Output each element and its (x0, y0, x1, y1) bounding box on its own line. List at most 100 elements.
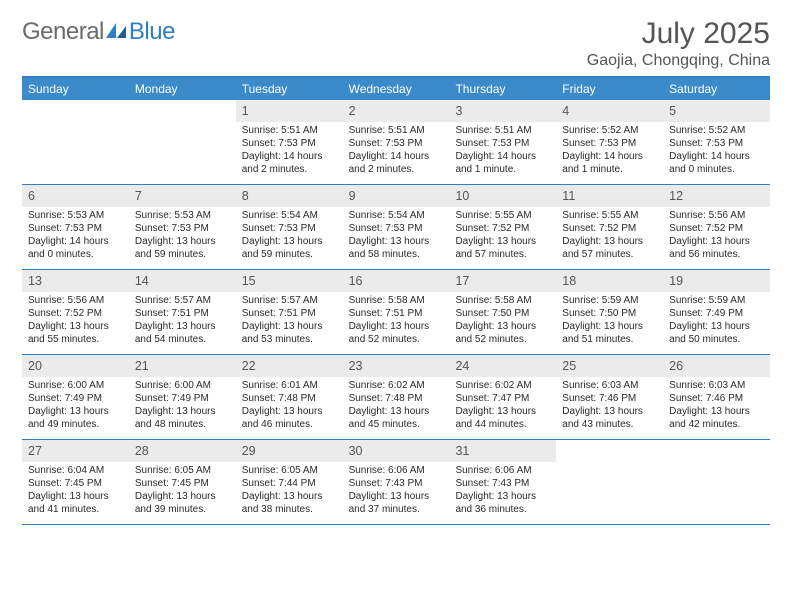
sunrise-text: Sunrise: 5:58 AM (343, 294, 450, 307)
sunrise-text: Sunrise: 6:00 AM (22, 379, 129, 392)
day-number: 16 (343, 270, 450, 292)
day-cell: 15Sunrise: 5:57 AMSunset: 7:51 PMDayligh… (236, 270, 343, 354)
day-cell: 16 Sunrise: 5:58 AMSunset: 7:51 PMDayligh… (343, 270, 450, 354)
sunrise-text: Sunrise: 5:51 AM (343, 124, 450, 137)
day-cell: 24Sunrise: 6:02 AMSunset: 7:47 PMDayligh… (449, 355, 556, 439)
sunrise-text: Sunrise: 6:06 AM (449, 464, 556, 477)
sunset-text: Sunset: 7:49 PM (22, 392, 129, 405)
sunrise-text: Sunrise: 6:03 AM (663, 379, 770, 392)
day-number: 13 (22, 270, 129, 292)
daylight-text: Daylight: 13 hours and 51 minutes. (556, 320, 663, 346)
day-cell (556, 440, 663, 524)
daylight-text: Daylight: 13 hours and 55 minutes. (22, 320, 129, 346)
day-number: 22 (236, 355, 343, 377)
sunset-text: Sunset: 7:53 PM (236, 222, 343, 235)
day-number: 17 (449, 270, 556, 292)
day-cell (22, 100, 129, 184)
day-cell: 17Sunrise: 5:58 AMSunset: 7:50 PMDayligh… (449, 270, 556, 354)
sunset-text: Sunset: 7:53 PM (343, 137, 450, 150)
day-cell: 12Sunrise: 5:56 AMSunset: 7:52 PMDayligh… (663, 185, 770, 269)
sunrise-text: Sunrise: 6:04 AM (22, 464, 129, 477)
day-number (22, 100, 129, 106)
day-of-week-header: Sunday Monday Tuesday Wednesday Thursday… (22, 78, 770, 100)
daylight-text: Daylight: 14 hours and 1 minute. (449, 150, 556, 176)
day-number: 9 (343, 185, 450, 207)
day-cell: 8Sunrise: 5:54 AMSunset: 7:53 PMDaylight… (236, 185, 343, 269)
sunrise-text: Sunrise: 5:53 AM (22, 209, 129, 222)
sunset-text: Sunset: 7:52 PM (449, 222, 556, 235)
day-cell: 26 Sunrise: 6:03 AMSunset: 7:46 PMDayligh… (663, 355, 770, 439)
daylight-text: Daylight: 14 hours and 1 minute. (556, 150, 663, 176)
sunset-text: Sunset: 7:43 PM (343, 477, 450, 490)
sunset-text: Sunset: 7:49 PM (129, 392, 236, 405)
header: General Blue July 2025 Gaojia, Chongqing… (22, 18, 770, 70)
sunset-text: Sunset: 7:53 PM (663, 137, 770, 150)
day-number: 26 (663, 355, 770, 377)
week-row: 13Sunrise: 5:56 AMSunset: 7:52 PMDayligh… (22, 270, 770, 355)
day-number: 4 (556, 100, 663, 122)
daylight-text: Daylight: 13 hours and 57 minutes. (556, 235, 663, 261)
day-number: 10 (449, 185, 556, 207)
daylight-text: Daylight: 14 hours and 0 minutes. (663, 150, 770, 176)
week-row: 20Sunrise: 6:00 AMSunset: 7:49 PMDayligh… (22, 355, 770, 440)
day-cell: 22Sunrise: 6:01 AMSunset: 7:48 PMDayligh… (236, 355, 343, 439)
daylight-text: Daylight: 13 hours and 48 minutes. (129, 405, 236, 431)
sunrise-text: Sunrise: 5:54 AM (343, 209, 450, 222)
sunrise-text: Sunrise: 6:01 AM (236, 379, 343, 392)
sunset-text: Sunset: 7:53 PM (22, 222, 129, 235)
sunset-text: Sunset: 7:48 PM (343, 392, 450, 405)
sunset-text: Sunset: 7:52 PM (663, 222, 770, 235)
day-number: 3 (449, 100, 556, 122)
calendar: Sunday Monday Tuesday Wednesday Thursday… (22, 76, 770, 525)
day-cell: 25Sunrise: 6:03 AMSunset: 7:46 PMDayligh… (556, 355, 663, 439)
sunrise-text: Sunrise: 6:02 AM (449, 379, 556, 392)
day-cell: 6Sunrise: 5:53 AMSunset: 7:53 PMDaylight… (22, 185, 129, 269)
day-number: 5 (663, 100, 770, 122)
daylight-text: Daylight: 13 hours and 41 minutes. (22, 490, 129, 516)
daylight-text: Daylight: 13 hours and 54 minutes. (129, 320, 236, 346)
daylight-text: Daylight: 13 hours and 59 minutes. (236, 235, 343, 261)
daylight-text: Daylight: 13 hours and 53 minutes. (236, 320, 343, 346)
daylight-text: Daylight: 13 hours and 52 minutes. (343, 320, 450, 346)
day-number (663, 440, 770, 446)
location: Gaojia, Chongqing, China (587, 52, 770, 70)
sunset-text: Sunset: 7:50 PM (556, 307, 663, 320)
day-number: 2 (343, 100, 450, 122)
day-number: 20 (22, 355, 129, 377)
day-cell: 23Sunrise: 6:02 AMSunset: 7:48 PMDayligh… (343, 355, 450, 439)
day-number: 29 (236, 440, 343, 462)
day-number: 11 (556, 185, 663, 207)
day-cell: 21Sunrise: 6:00 AMSunset: 7:49 PMDayligh… (129, 355, 236, 439)
day-cell: 9Sunrise: 5:54 AMSunset: 7:53 PMDaylight… (343, 185, 450, 269)
day-number: 30 (343, 440, 450, 462)
day-cell: 20Sunrise: 6:00 AMSunset: 7:49 PMDayligh… (22, 355, 129, 439)
sunrise-text: Sunrise: 6:05 AM (129, 464, 236, 477)
sunset-text: Sunset: 7:48 PM (236, 392, 343, 405)
day-number: 12 (663, 185, 770, 207)
day-number: 23 (343, 355, 450, 377)
day-cell: 28Sunrise: 6:05 AMSunset: 7:45 PMDayligh… (129, 440, 236, 524)
sunset-text: Sunset: 7:52 PM (556, 222, 663, 235)
sunrise-text: Sunrise: 5:59 AM (556, 294, 663, 307)
week-row: 27Sunrise: 6:04 AMSunset: 7:45 PMDayligh… (22, 440, 770, 525)
day-number: 1 (236, 100, 343, 122)
day-cell: 14Sunrise: 5:57 AMSunset: 7:51 PMDayligh… (129, 270, 236, 354)
day-cell: 5Sunrise: 5:52 AMSunset: 7:53 PMDaylight… (663, 100, 770, 184)
day-cell (663, 440, 770, 524)
sunset-text: Sunset: 7:51 PM (236, 307, 343, 320)
sunset-text: Sunset: 7:46 PM (663, 392, 770, 405)
day-number: 21 (129, 355, 236, 377)
dow-mon: Monday (129, 78, 236, 100)
daylight-text: Daylight: 14 hours and 2 minutes. (236, 150, 343, 176)
title-block: July 2025 Gaojia, Chongqing, China (587, 18, 770, 70)
day-number: 31 (449, 440, 556, 462)
sunrise-text: Sunrise: 6:05 AM (236, 464, 343, 477)
sunrise-text: Sunrise: 6:02 AM (343, 379, 450, 392)
sunset-text: Sunset: 7:51 PM (343, 307, 450, 320)
daylight-text: Daylight: 14 hours and 2 minutes. (343, 150, 450, 176)
daylight-text: Daylight: 13 hours and 59 minutes. (129, 235, 236, 261)
day-cell: 13Sunrise: 5:56 AMSunset: 7:52 PMDayligh… (22, 270, 129, 354)
brand-part1: General (22, 18, 104, 46)
daylight-text: Daylight: 13 hours and 42 minutes. (663, 405, 770, 431)
sunset-text: Sunset: 7:53 PM (129, 222, 236, 235)
